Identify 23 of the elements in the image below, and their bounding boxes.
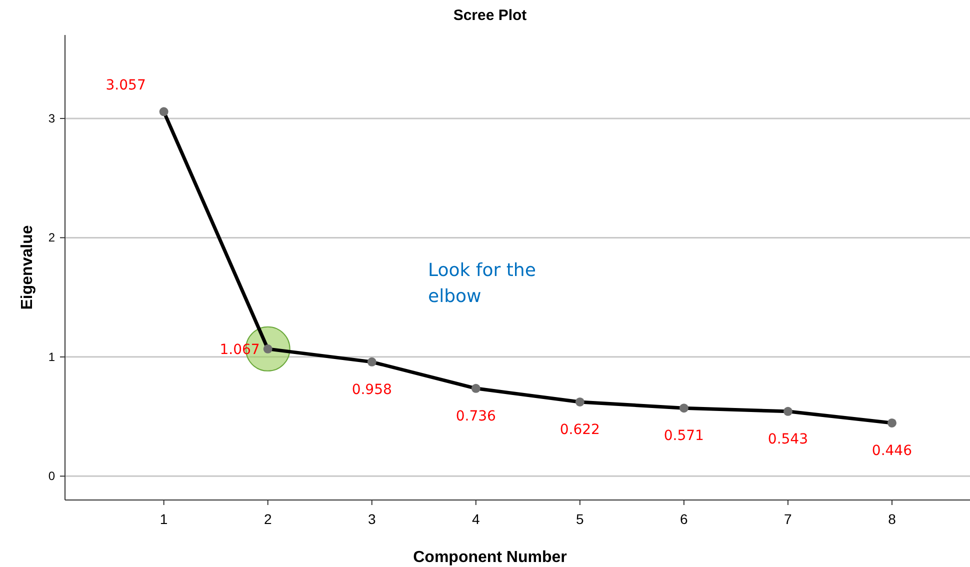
x-tick-label: 1	[160, 511, 168, 527]
data-label: 0.958	[352, 382, 392, 398]
y-axis-title: Eigenvalue	[19, 225, 36, 310]
x-tick-label: 4	[472, 511, 480, 527]
chart-title: Scree Plot	[453, 7, 527, 24]
x-tick-label: 5	[576, 511, 584, 527]
data-label: 3.057	[106, 78, 146, 94]
y-tick-label: 1	[48, 350, 56, 364]
y-tick-label: 2	[48, 230, 56, 245]
x-tick-label: 7	[784, 511, 792, 527]
x-tick-label: 6	[680, 511, 688, 527]
data-label: 0.736	[456, 408, 496, 424]
data-label: 0.571	[664, 428, 704, 444]
x-axis-title: Component Number	[413, 549, 567, 566]
data-label: 0.446	[872, 442, 912, 459]
x-tick-label: 8	[888, 511, 896, 527]
y-tick-label: 3	[48, 111, 56, 126]
x-tick-label: 2	[264, 511, 272, 527]
data-label: 0.622	[560, 422, 600, 438]
x-tick-label: 3	[368, 511, 376, 527]
data-label: 0.543	[768, 431, 808, 448]
y-tick-label: 0	[48, 469, 56, 484]
annotation: Look for the elbow	[428, 259, 537, 309]
